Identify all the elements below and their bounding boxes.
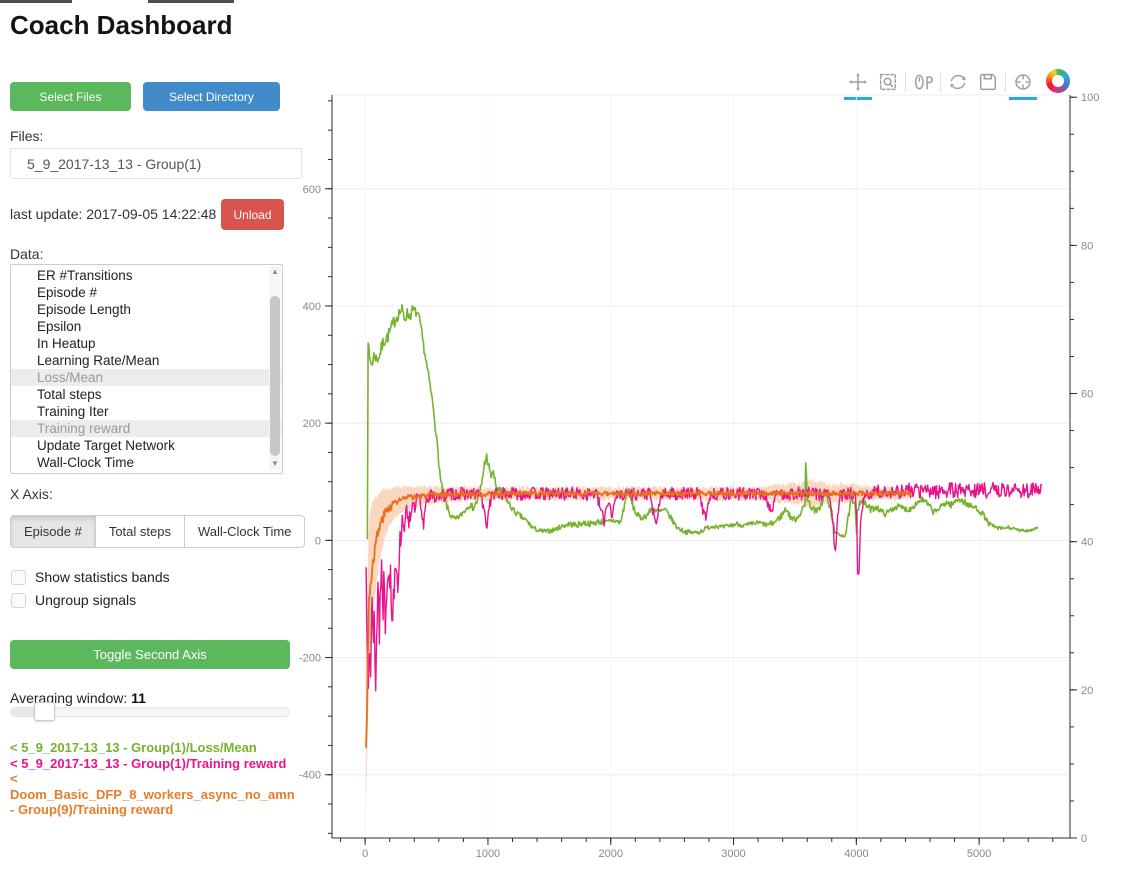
- data-list-item[interactable]: Training reward: [11, 420, 282, 437]
- x-axis-option-total-steps[interactable]: Total steps: [94, 515, 185, 548]
- svg-text:2000: 2000: [599, 848, 623, 860]
- chart-axes: 0 1000 2000 3000 4000 50006004002000-200-4001…: [299, 92, 1099, 860]
- svg-text:100: 100: [1081, 92, 1099, 104]
- svg-text:4000: 4000: [844, 848, 868, 860]
- data-list-item[interactable]: Update Target Network: [37, 438, 175, 453]
- data-signal-list[interactable]: ER #Transitions Episode # Episode Length Ep…: [10, 264, 283, 474]
- box-zoom-tool-button[interactable]: [873, 69, 903, 95]
- data-list-item[interactable]: Total steps: [37, 387, 102, 402]
- x-axis-option-episode-[interactable]: Episode #: [10, 515, 96, 548]
- toolbar-separator: [905, 72, 906, 92]
- show-statistics-bands-checkbox[interactable]: [11, 569, 26, 585]
- files-label: Files:: [10, 128, 44, 144]
- scroll-down-icon[interactable]: ▼: [271, 459, 279, 468]
- data-list-item[interactable]: Training Iter: [37, 404, 109, 419]
- hover-tool-button[interactable]: [1008, 69, 1038, 100]
- bokeh-toolbar: [843, 68, 1038, 100]
- legend-item[interactable]: < 5_9_2017-13_13 - Group(1)/Training rew…: [10, 755, 287, 771]
- chart-grid: [332, 94, 1070, 838]
- svg-text:1000: 1000: [476, 848, 500, 860]
- data-list-item[interactable]: Loss/Mean: [11, 369, 282, 386]
- unload-button[interactable]: Unload: [221, 199, 284, 230]
- show-statistics-bands-row[interactable]: Show statistics bands: [11, 569, 170, 585]
- page-title: Coach Dashboard: [10, 10, 233, 40]
- svg-text:5000: 5000: [967, 848, 991, 860]
- svg-text:0: 0: [362, 848, 368, 860]
- data-label: Data:: [10, 246, 44, 262]
- training-reward-band: [366, 477, 912, 811]
- toggle-second-axis-button[interactable]: Toggle Second Axis: [10, 640, 290, 669]
- svg-text:600: 600: [303, 184, 321, 196]
- svg-text:400: 400: [303, 301, 321, 313]
- svg-text:-200: -200: [299, 653, 321, 665]
- wheel-zoom-icon: [914, 74, 933, 90]
- slider-fill: [11, 708, 49, 716]
- averaging-window-label: Averaging window: 11: [10, 690, 146, 706]
- save-tool-button[interactable]: [973, 69, 1003, 95]
- data-list-item[interactable]: Episode #: [37, 285, 98, 300]
- scroll-up-icon[interactable]: ▲: [271, 267, 279, 276]
- data-list-item[interactable]: Epsilon: [37, 319, 82, 334]
- reset-tool-button[interactable]: [943, 69, 973, 95]
- legend-item[interactable]: < Doom_Basic_DFP_8_workers_async_no_amn …: [10, 771, 295, 817]
- reset-icon: [950, 74, 966, 90]
- svg-text:60: 60: [1081, 389, 1093, 401]
- toolbar-separator: [940, 72, 941, 92]
- series-line-0: [366, 303, 1039, 540]
- averaging-window-value: 11: [131, 690, 146, 706]
- hover-icon: [1015, 74, 1031, 90]
- selected-file-input[interactable]: [10, 148, 302, 179]
- signal-legend: < 5_9_2017-13_13 - Group(1)/Loss/Mean < 5…: [10, 740, 302, 818]
- svg-text:20: 20: [1081, 685, 1093, 697]
- svg-text:40: 40: [1081, 537, 1093, 549]
- x-axis-option-wall-clock-time[interactable]: Wall-Clock Time: [183, 515, 306, 548]
- x-axis-label: X Axis:: [10, 486, 53, 502]
- data-list-item[interactable]: In Heatup: [37, 336, 96, 351]
- ungroup-signals-row[interactable]: Ungroup signals: [11, 592, 136, 608]
- averaging-window-slider[interactable]: [10, 707, 290, 717]
- checkbox-label: Show statistics bands: [35, 569, 170, 585]
- svg-text:0: 0: [315, 535, 321, 547]
- select-files-button[interactable]: Select Files: [10, 82, 131, 111]
- pan-tool-button[interactable]: [843, 69, 873, 100]
- select-directory-button[interactable]: Select Directory: [143, 82, 280, 111]
- save-icon: [979, 73, 997, 91]
- data-list-item[interactable]: Wall-Clock Time: [37, 455, 135, 470]
- x-axis-button-group: Episode # Total steps Wall-Clock Time: [10, 515, 306, 548]
- pan-icon: [849, 73, 867, 91]
- svg-text:-400: -400: [299, 770, 321, 782]
- last-update-label: last update: 2017-09-05 14:22:48: [10, 206, 217, 222]
- ungroup-signals-checkbox[interactable]: [11, 592, 26, 608]
- checkbox-label: Ungroup signals: [35, 592, 137, 608]
- scrollbar-thumb[interactable]: [270, 296, 280, 456]
- svg-text:80: 80: [1081, 240, 1093, 252]
- list-scrollbar[interactable]: ▲ ▼: [269, 266, 281, 470]
- top-smudge: [0, 0, 72, 3]
- svg-text:200: 200: [303, 418, 321, 430]
- svg-text:0: 0: [1081, 833, 1087, 845]
- chart-series: [365, 303, 1043, 811]
- data-list-item[interactable]: Learning Rate/Mean: [37, 353, 160, 368]
- series-line-2: [365, 490, 913, 748]
- data-list-item[interactable]: Episode Length: [37, 302, 131, 317]
- box-zoom-icon: [879, 73, 897, 91]
- data-list-item[interactable]: ER #Transitions: [37, 268, 133, 283]
- slider-thumb[interactable]: [33, 702, 55, 721]
- svg-text:3000: 3000: [721, 848, 745, 860]
- top-smudge: [148, 0, 234, 3]
- wheel-zoom-tool-button[interactable]: [908, 69, 938, 95]
- series-line-1: [365, 481, 1043, 692]
- bokeh-logo-icon[interactable]: [1046, 69, 1070, 93]
- toolbar-separator: [1005, 72, 1006, 92]
- legend-item[interactable]: < 5_9_2017-13_13 - Group(1)/Loss/Mean: [10, 740, 257, 755]
